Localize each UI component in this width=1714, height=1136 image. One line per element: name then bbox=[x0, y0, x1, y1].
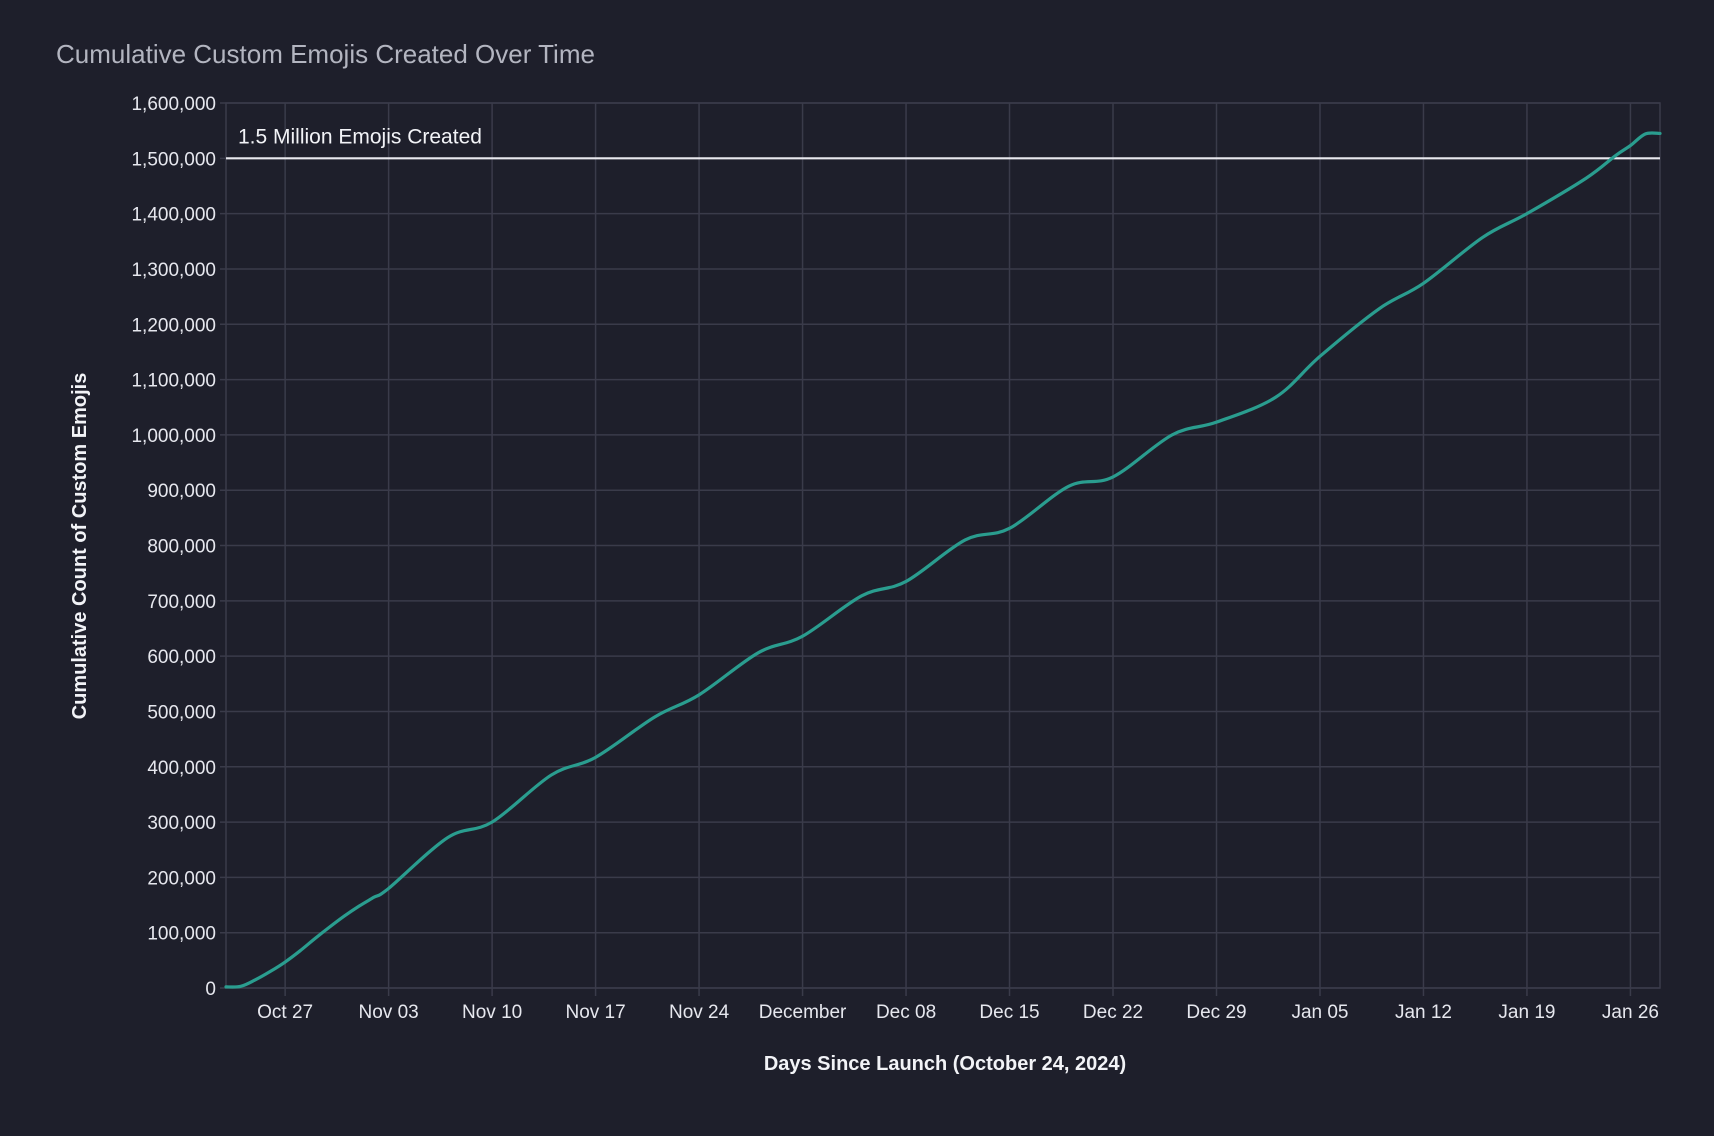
x-tick-label: Dec 08 bbox=[876, 1002, 936, 1023]
y-tick-label: 200,000 bbox=[147, 868, 216, 889]
y-tick-label: 400,000 bbox=[147, 758, 216, 779]
x-axis-ticks: Oct 27 Nov 03 Nov 10 Nov 17 Nov 24 December De… bbox=[257, 1002, 1659, 1023]
y-tick-label: 800,000 bbox=[147, 537, 216, 558]
x-tick-label: Jan 12 bbox=[1395, 1002, 1452, 1023]
y-tick-label: 600,000 bbox=[147, 647, 216, 668]
reference-line-label: 1.5 Million Emojis Created bbox=[238, 125, 482, 148]
y-tick-label: 1,600,000 bbox=[131, 94, 216, 115]
y-tick-label: 900,000 bbox=[147, 481, 216, 502]
x-tick-label: Dec 15 bbox=[979, 1002, 1039, 1023]
x-tick-label: Dec 22 bbox=[1083, 1002, 1143, 1023]
x-tick-label: Nov 10 bbox=[462, 1002, 522, 1023]
y-tick-label: 1,100,000 bbox=[131, 371, 216, 392]
y-tick-label: 0 bbox=[205, 979, 216, 1000]
x-tick-label: Nov 03 bbox=[359, 1002, 419, 1023]
x-tick-label: Jan 26 bbox=[1602, 1002, 1659, 1023]
y-tick-label: 1,200,000 bbox=[131, 315, 216, 336]
x-tick-label: Dec 29 bbox=[1186, 1002, 1246, 1023]
y-axis-title: Cumulative Count of Custom Emojis bbox=[69, 373, 91, 720]
y-tick-label: 1,000,000 bbox=[131, 426, 216, 447]
y-tick-label: 1,300,000 bbox=[131, 260, 216, 281]
y-axis-ticks: 0 100,000 200,000 300,000 400,000 500,000 600,… bbox=[131, 94, 216, 1000]
x-tick-label: Jan 19 bbox=[1498, 1002, 1555, 1023]
x-axis-title: Days Since Launch (October 24, 2024) bbox=[764, 1053, 1126, 1075]
chart-title: Cumulative Custom Emojis Created Over Ti… bbox=[56, 39, 595, 69]
y-tick-label: 1,400,000 bbox=[131, 205, 216, 226]
x-tick-label: December bbox=[759, 1002, 847, 1023]
y-tick-label: 300,000 bbox=[147, 813, 216, 834]
y-tick-label: 700,000 bbox=[147, 592, 216, 613]
grid bbox=[220, 102, 1661, 996]
x-tick-label: Nov 17 bbox=[565, 1002, 625, 1023]
x-tick-label: Oct 27 bbox=[257, 1002, 313, 1023]
x-tick-label: Jan 05 bbox=[1291, 1002, 1348, 1023]
x-tick-label: Nov 24 bbox=[669, 1002, 730, 1023]
series-line bbox=[224, 131, 1662, 989]
y-tick-label: 500,000 bbox=[147, 702, 216, 723]
y-tick-label: 1,500,000 bbox=[131, 149, 216, 170]
y-tick-label: 100,000 bbox=[147, 924, 216, 945]
